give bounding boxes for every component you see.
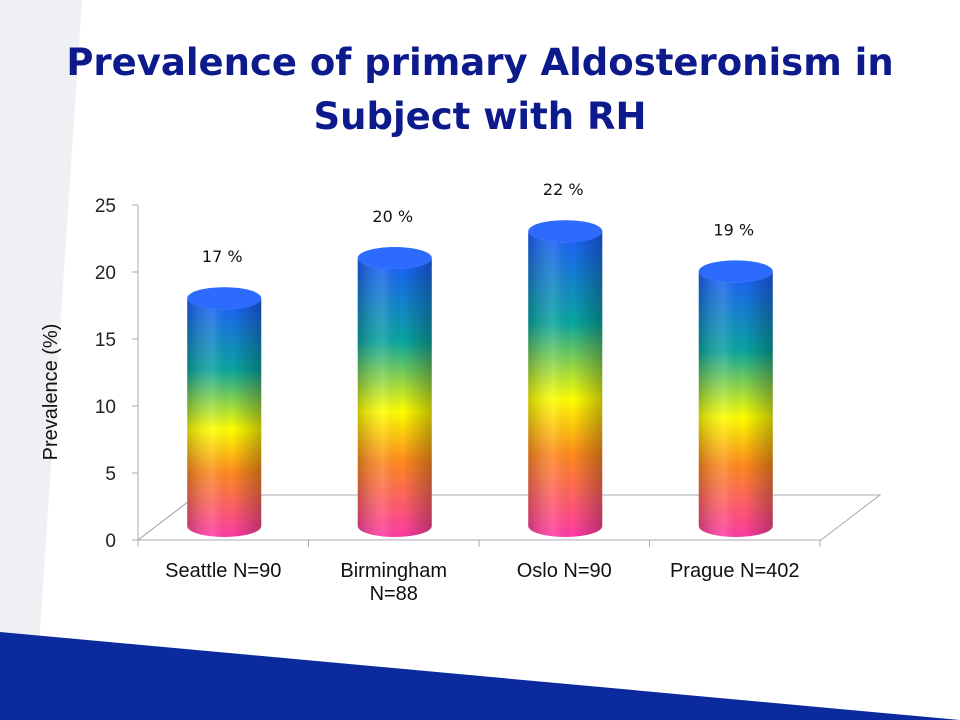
bar-cylinder <box>528 220 603 537</box>
y-tick-label: 10 <box>95 397 116 418</box>
bar-cylinder <box>698 260 773 537</box>
x-category-label: Birmingham N=88 <box>340 560 447 605</box>
x-category-label-line: Prague N=402 <box>670 560 800 582</box>
y-tick-label: 25 <box>95 196 116 217</box>
slide-title: Prevalence of primary Aldosteronism in S… <box>60 36 900 144</box>
x-category-label-line: Seattle N=90 <box>165 560 281 582</box>
bar-data-label: 20 % <box>372 207 413 226</box>
bar-cylinder <box>357 247 432 537</box>
y-tick-label: 20 <box>95 263 116 284</box>
x-category-label-line: Oslo N=90 <box>517 560 612 582</box>
bar-data-label: 17 % <box>202 247 243 266</box>
y-tick-label: 15 <box>95 330 116 351</box>
bar-shading <box>528 231 603 537</box>
slide-title-line-2: Subject with RH <box>313 95 647 138</box>
chart-axes <box>132 204 821 547</box>
bar-top-highlight <box>698 260 773 283</box>
chart-bars <box>187 220 773 537</box>
bar-shading <box>357 258 432 537</box>
bar-shading <box>187 298 262 537</box>
chart-floor-side-edge <box>137 494 198 541</box>
bar-top-highlight <box>528 220 603 243</box>
bar-shading <box>698 271 773 537</box>
y-tick-label: 5 <box>105 464 116 485</box>
bottom-banner <box>0 632 960 720</box>
x-category-label: Prague N=402 <box>670 560 800 582</box>
x-category-label: Oslo N=90 <box>517 560 612 582</box>
bar-cylinder <box>187 287 262 537</box>
bar-data-label: 19 % <box>713 220 754 239</box>
y-axis-label: Prevalence (%) <box>40 324 62 461</box>
x-category-label-line: N=88 <box>370 583 418 605</box>
x-category-label: Seattle N=90 <box>165 560 281 582</box>
y-tick-label: 0 <box>105 531 116 552</box>
bar-data-label: 22 % <box>543 180 584 199</box>
bar-top-highlight <box>187 287 262 310</box>
x-category-label-line: Birmingham <box>340 560 447 582</box>
corner-accent <box>0 0 82 720</box>
chart-labels: 0 5 10 15 20 25 Prevalence (%) 17 % 20 % 22 % 19 %… <box>40 180 800 605</box>
slide-title-line-1: Prevalence of primary Aldosteronism in <box>66 41 894 84</box>
bar-top-highlight <box>357 247 432 269</box>
